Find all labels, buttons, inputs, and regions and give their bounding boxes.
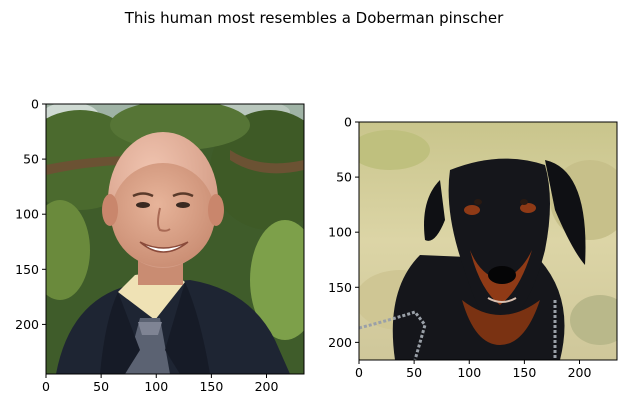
human-x-tick-label: 200 xyxy=(255,379,279,394)
dog-photo xyxy=(359,122,617,360)
human-photo xyxy=(46,104,304,374)
dog-x-tick-label: 50 xyxy=(406,365,422,380)
dog-axes-frame xyxy=(358,121,618,361)
dog-x-tick-label: 200 xyxy=(568,365,592,380)
human-y-tick-label: 150 xyxy=(15,262,39,277)
human-y-tick-label: 50 xyxy=(23,152,39,167)
human-axis-ticks: 0 50 100 150 200 0 50 100 150 200 xyxy=(15,97,278,395)
dog-x-tick-label: 0 xyxy=(355,365,363,380)
human-axes-frame xyxy=(45,103,305,375)
dog-x-tick-label: 150 xyxy=(512,365,536,380)
dog-y-tick-label: 150 xyxy=(328,280,352,295)
figure-title: This human most resembles a Doberman pin… xyxy=(124,9,504,27)
dog-y-tick-label: 200 xyxy=(328,335,352,350)
human-x-tick-label: 50 xyxy=(93,379,109,394)
dog-y-tick-label: 50 xyxy=(336,170,352,185)
dog-y-tick-label: 0 xyxy=(344,115,352,130)
human-y-tick-label: 200 xyxy=(15,317,39,332)
human-x-tick-label: 0 xyxy=(42,379,50,394)
dog-x-tick-label: 100 xyxy=(457,365,481,380)
human-image-panel: 0 50 100 150 200 0 50 100 150 200 xyxy=(15,97,305,395)
dog-y-tick-label: 100 xyxy=(328,225,352,240)
human-x-tick-label: 100 xyxy=(144,379,168,394)
human-x-tick-label: 150 xyxy=(199,379,223,394)
human-y-tick-label: 0 xyxy=(31,97,39,112)
human-y-tick-label: 100 xyxy=(15,207,39,222)
